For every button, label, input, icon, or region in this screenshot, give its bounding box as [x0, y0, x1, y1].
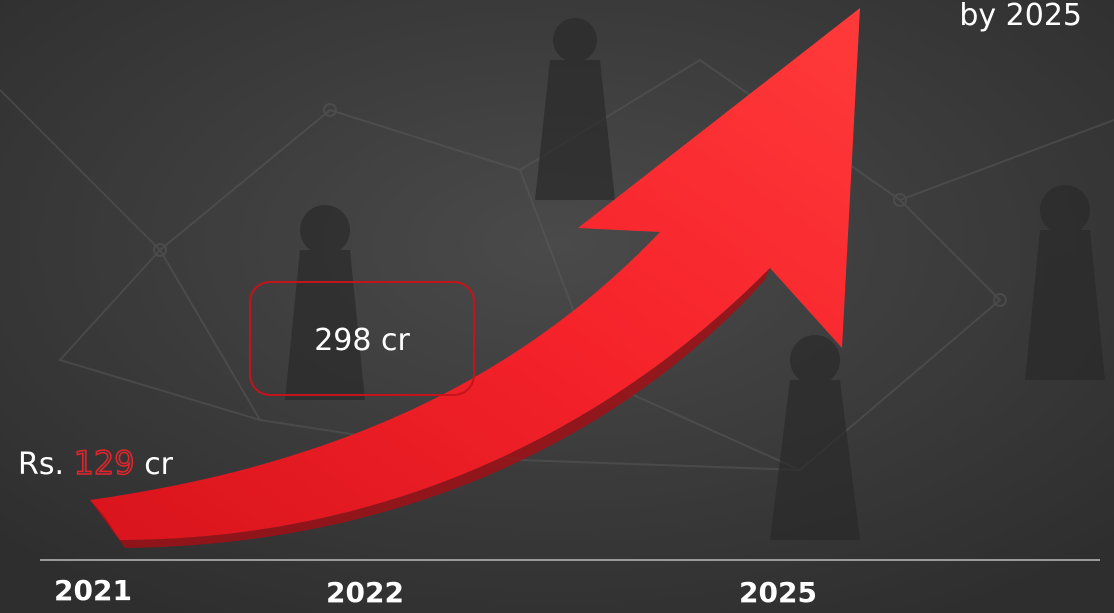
start-amount: 129	[74, 444, 135, 482]
pawn-silhouettes	[285, 18, 1105, 540]
arrow-shadow	[90, 268, 770, 548]
start-label: Rs. 129 cr	[18, 444, 174, 482]
start-unit: cr	[144, 447, 173, 482]
value-box	[249, 281, 475, 396]
start-prefix: Rs.	[18, 447, 64, 482]
growth-arrow	[90, 8, 860, 540]
middle-value: 298 cr	[314, 323, 410, 358]
year-label: 2021	[54, 574, 132, 607]
target-label: by 2025	[959, 0, 1082, 33]
year-label: 2022	[326, 576, 404, 609]
year-label: 2025	[739, 576, 817, 609]
